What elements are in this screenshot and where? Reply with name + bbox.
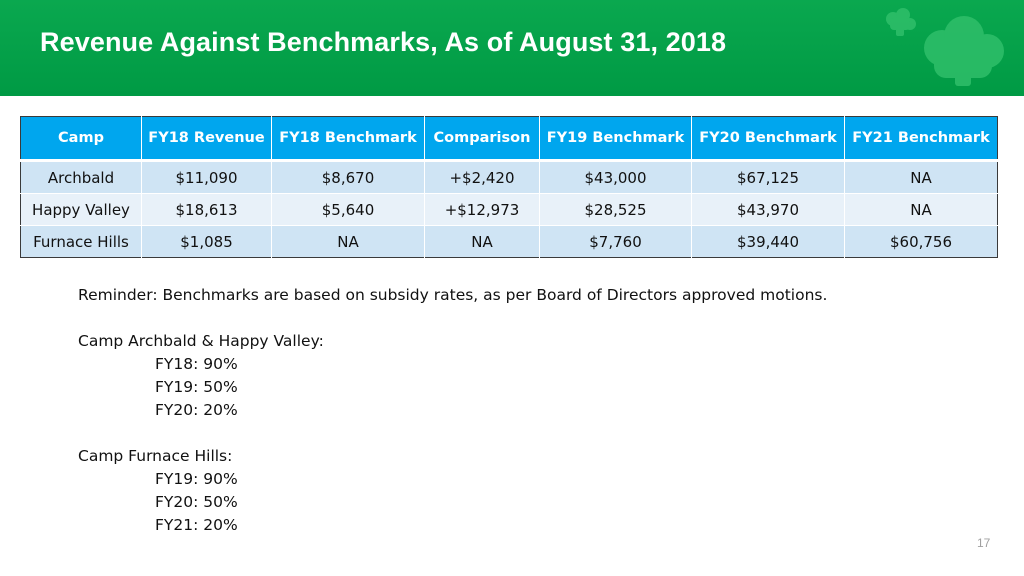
- table-cell: +$2,420: [424, 160, 540, 194]
- table-cell: $67,125: [691, 160, 845, 194]
- subsidy-rate-item: FY19: 90%: [155, 470, 238, 488]
- column-header-fy19-benchmark: FY19 Benchmark: [539, 116, 692, 162]
- benchmark-notes: Reminder: Benchmarks are based on subsid…: [78, 284, 827, 537]
- table-cell: NA: [844, 160, 998, 194]
- table-cell: $43,000: [539, 160, 692, 194]
- benchmark-table: Camp FY18 Revenue FY18 Benchmark Compari…: [20, 116, 998, 258]
- table-cell: $60,756: [844, 225, 998, 258]
- table-cell: $5,640: [271, 193, 425, 226]
- slide-title: Revenue Against Benchmarks, As of August…: [40, 27, 727, 57]
- table-cell: $1,085: [141, 225, 272, 258]
- table-cell: $39,440: [691, 225, 845, 258]
- table-cell: $11,090: [141, 160, 272, 194]
- table-row: Happy Valley $18,613 $5,640 +$12,973 $28…: [20, 193, 998, 226]
- table-cell: Happy Valley: [20, 193, 142, 226]
- column-header-fy21-benchmark: FY21 Benchmark: [844, 116, 998, 162]
- subsidy-rate-item: FY19: 50%: [155, 378, 238, 396]
- table-cell: $7,760: [539, 225, 692, 258]
- subsidy-rate-item: FY20: 50%: [155, 493, 238, 511]
- column-header-fy18-benchmark: FY18 Benchmark: [271, 116, 425, 162]
- trefoil-logo-icon: [886, 8, 1004, 86]
- table-row: Archbald $11,090 $8,670 +$2,420 $43,000 …: [20, 160, 998, 194]
- subsidy-rate-item: FY21: 20%: [155, 516, 238, 534]
- table-cell: $43,970: [691, 193, 845, 226]
- group-heading-furnace-hills: Camp Furnace Hills:: [78, 447, 233, 465]
- column-header-fy20-benchmark: FY20 Benchmark: [691, 116, 845, 162]
- table-cell: $8,670: [271, 160, 425, 194]
- table-cell: +$12,973: [424, 193, 540, 226]
- table-cell: NA: [424, 225, 540, 258]
- table-cell: Archbald: [20, 160, 142, 194]
- table-cell: NA: [271, 225, 425, 258]
- slide-header: Revenue Against Benchmarks, As of August…: [0, 0, 1024, 96]
- column-header-comparison: Comparison: [424, 116, 540, 162]
- group-heading-archbald-happy-valley: Camp Archbald & Happy Valley:: [78, 332, 324, 350]
- table-header-row: Camp FY18 Revenue FY18 Benchmark Compari…: [20, 116, 998, 162]
- column-header-camp: Camp: [20, 116, 142, 162]
- table-cell: $18,613: [141, 193, 272, 226]
- table-cell: Furnace Hills: [20, 225, 142, 258]
- subsidy-rate-item: FY20: 20%: [155, 401, 238, 419]
- table-cell: NA: [844, 193, 998, 226]
- reminder-text: Reminder: Benchmarks are based on subsid…: [78, 286, 828, 304]
- column-header-fy18-revenue: FY18 Revenue: [141, 116, 272, 162]
- page-number: 17: [977, 536, 991, 550]
- table-cell: $28,525: [539, 193, 692, 226]
- subsidy-rate-item: FY18: 90%: [155, 355, 238, 373]
- table-row: Furnace Hills $1,085 NA NA $7,760 $39,44…: [20, 225, 998, 258]
